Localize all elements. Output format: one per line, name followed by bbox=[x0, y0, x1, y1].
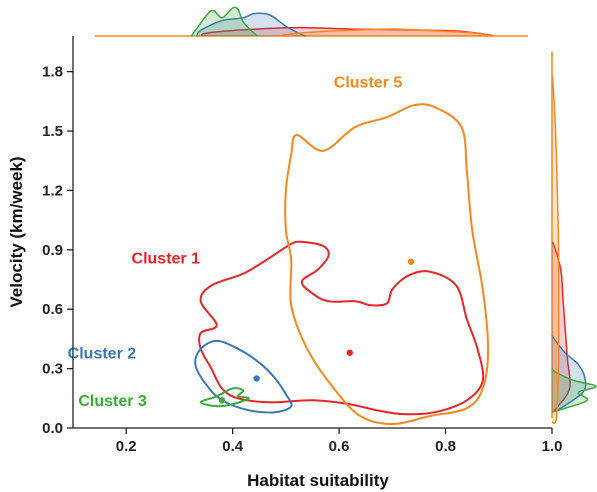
marginal-x-distributions bbox=[95, 6, 528, 37]
cluster-2-marginal-y-curve bbox=[551, 334, 587, 413]
cluster-5-contour bbox=[284, 103, 490, 425]
x-ticks: 0.2 0.4 0.6 0.8 1.0 bbox=[116, 428, 563, 455]
cluster-1-contour bbox=[198, 240, 485, 416]
cluster-1-centroid bbox=[346, 349, 353, 356]
cluster-2-contour bbox=[194, 339, 293, 414]
x-tick-label: 1.0 bbox=[542, 438, 563, 455]
cluster-1-marginal-y-curve bbox=[551, 241, 571, 413]
y-tick-label: 1.5 bbox=[42, 123, 63, 140]
cluster-2-label: Cluster 2 bbox=[68, 346, 137, 363]
cluster-2-marginal-y-fill bbox=[552, 334, 586, 413]
cluster-5-label: Cluster 5 bbox=[334, 74, 403, 91]
cluster-1-label: Cluster 1 bbox=[132, 251, 201, 268]
y-tick-label: 0.3 bbox=[42, 361, 63, 378]
cluster-1-marginal-y-fill bbox=[552, 241, 571, 413]
cluster-2-centroid bbox=[253, 375, 260, 382]
y-axis-title: Velocity (km/week) bbox=[7, 156, 26, 307]
axes bbox=[72, 36, 552, 429]
y-tick-label: 0.0 bbox=[42, 420, 63, 437]
x-tick-label: 0.8 bbox=[435, 438, 456, 455]
cluster-5-marginal-y-fill bbox=[552, 76, 559, 424]
cluster-3-centroid bbox=[218, 397, 226, 404]
cluster-2-marginal-x-fill bbox=[196, 13, 306, 36]
y-tick-label: 0.9 bbox=[42, 242, 63, 259]
y-ticks: 0.0 0.3 0.6 0.9 1.2 1.5 1.8 bbox=[42, 64, 73, 437]
cluster-3-label: Cluster 3 bbox=[78, 393, 147, 410]
cluster-contours bbox=[194, 103, 490, 425]
cluster-5-marginal-x-fill bbox=[281, 29, 493, 36]
y-tick-label: 1.2 bbox=[42, 182, 63, 199]
cluster-labels: Cluster 1 Cluster 2 Cluster 3 Cluster 5 bbox=[68, 74, 403, 410]
x-tick-label: 0.2 bbox=[116, 438, 137, 455]
cluster-3-marginal-y-curve bbox=[551, 368, 597, 413]
y-tick-label: 0.6 bbox=[42, 301, 63, 318]
cluster-5-marginal-y-curve bbox=[551, 75, 560, 424]
cluster-3-contour bbox=[199, 387, 250, 408]
x-tick-label: 0.4 bbox=[222, 438, 244, 455]
cluster-5-centroid bbox=[407, 258, 415, 265]
cluster-centroids bbox=[218, 258, 415, 404]
cluster-1-marginal-x-fill bbox=[201, 27, 493, 36]
cluster-5-marginal-x-curve bbox=[281, 28, 493, 37]
y-tick-label: 1.8 bbox=[42, 64, 63, 81]
x-axis-title: Habitat suitability bbox=[247, 471, 389, 490]
marginal-y-distributions bbox=[551, 51, 597, 424]
cluster-3-marginal-x-curve bbox=[190, 6, 259, 37]
x-tick-label: 0.6 bbox=[329, 438, 350, 455]
